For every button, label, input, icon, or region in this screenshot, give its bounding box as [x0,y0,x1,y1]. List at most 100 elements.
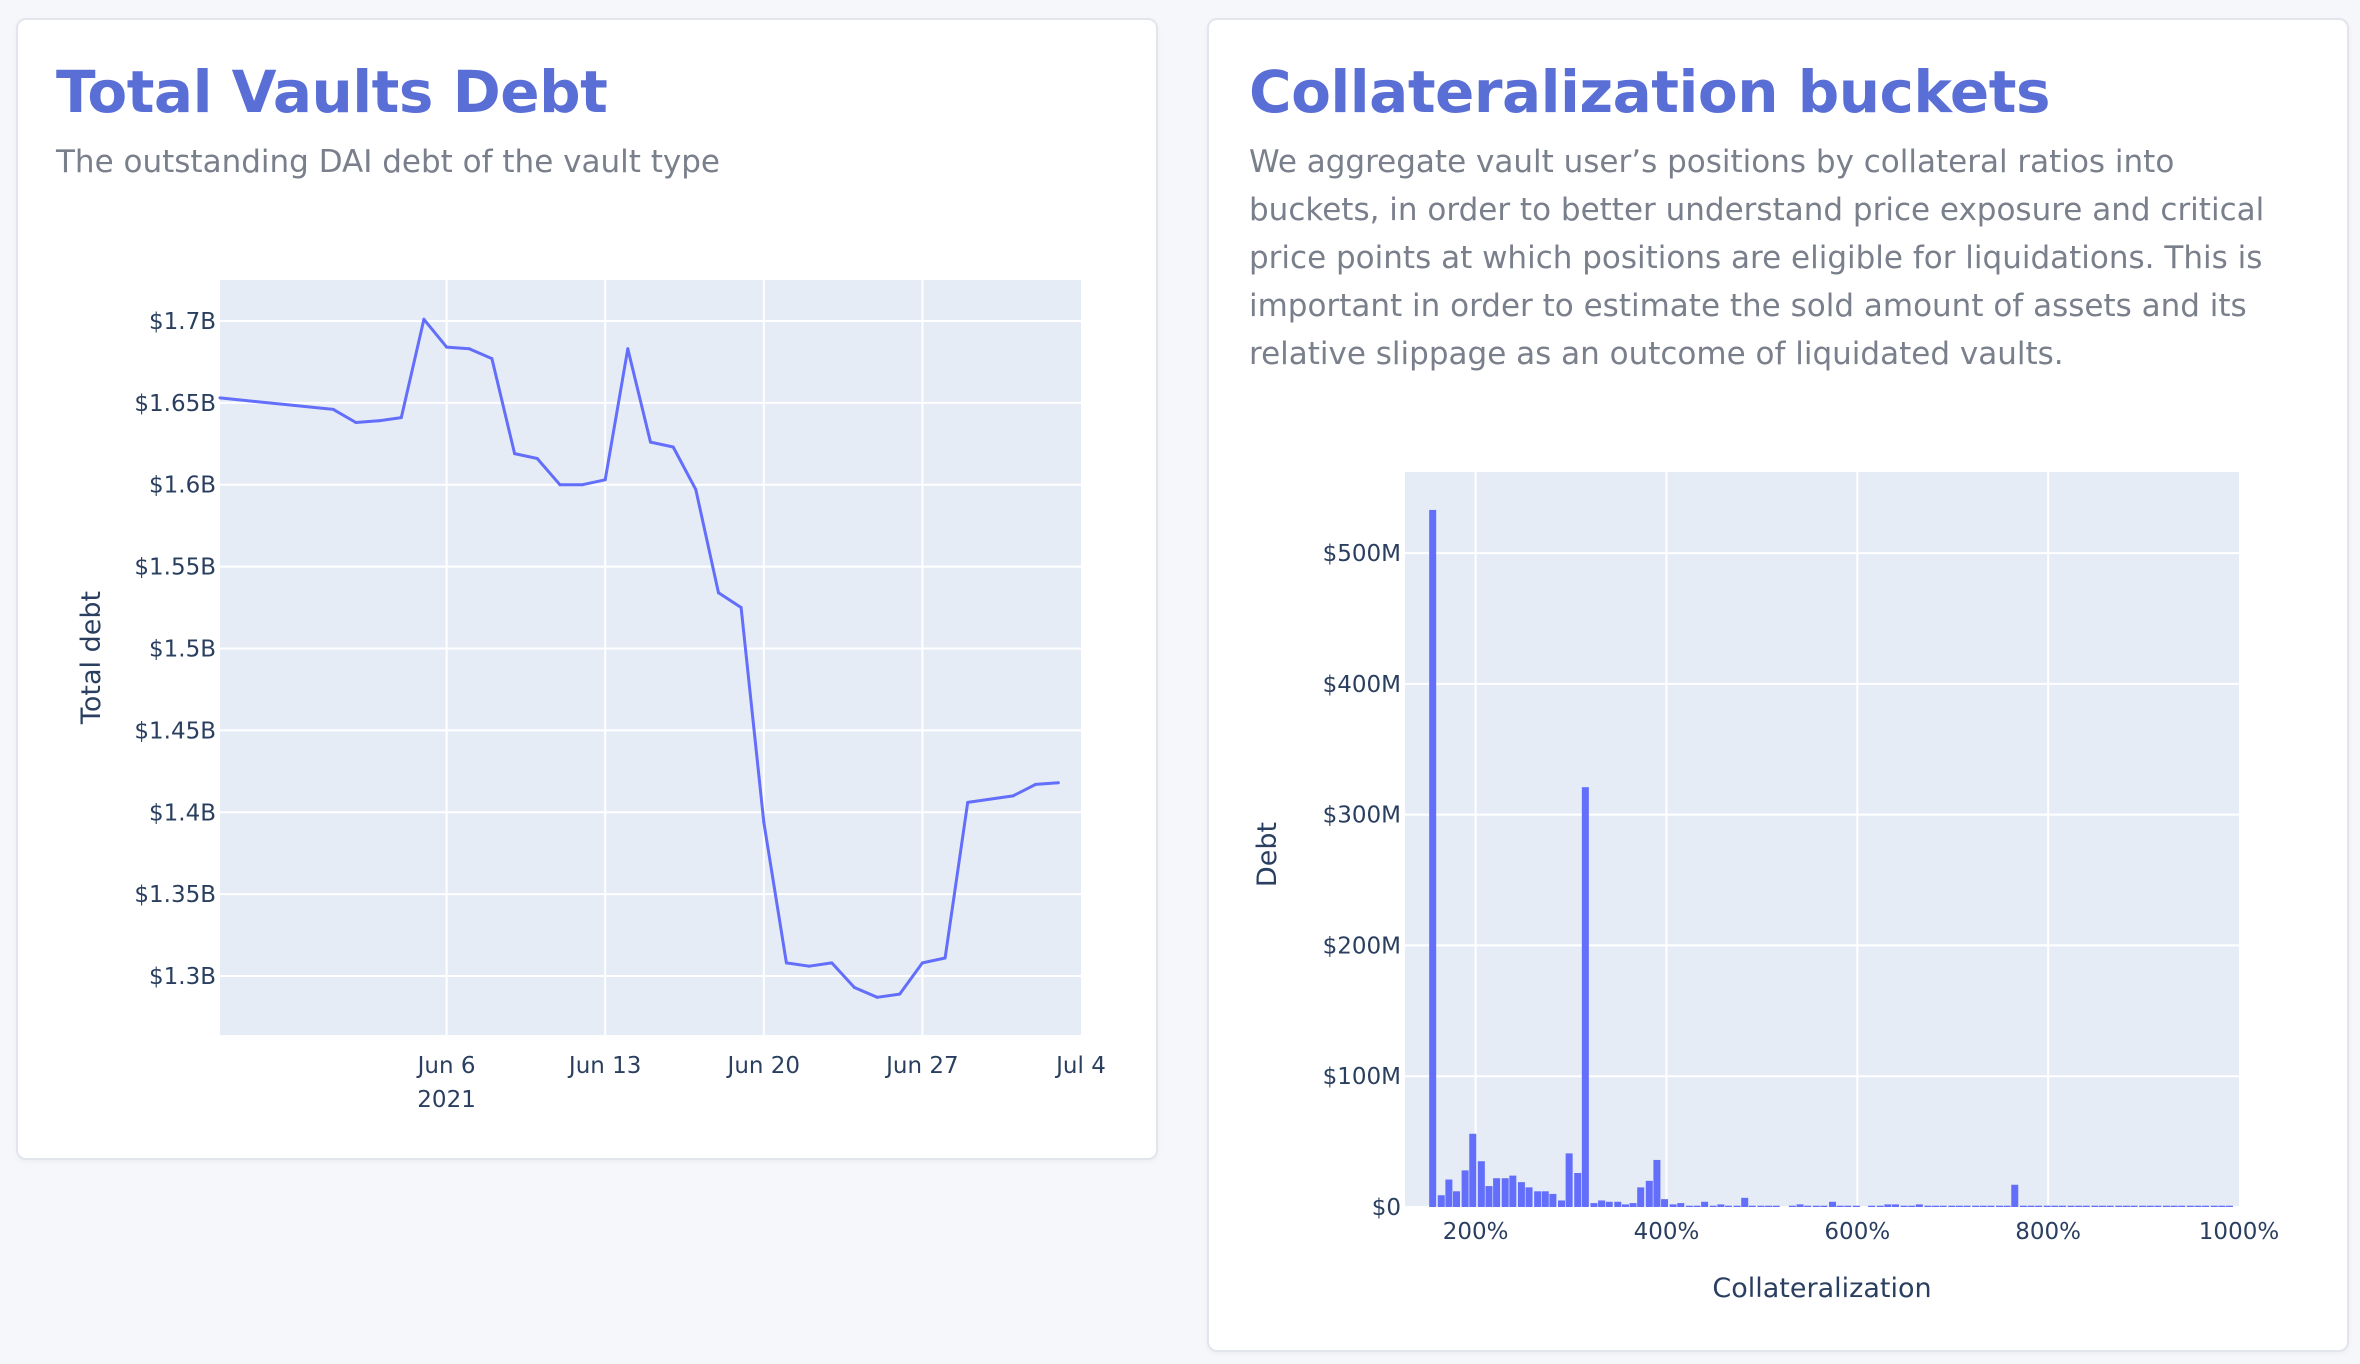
x-tick-label: Jun 13 [567,1053,642,1079]
bar [1453,1191,1461,1207]
data-point [1011,794,1015,798]
bar [2058,1205,2066,1207]
bar [2186,1205,2194,1207]
data-point [467,347,471,351]
bar [1669,1204,1677,1207]
x-tick-label: 200% [1443,1219,1509,1245]
bar [1437,1195,1445,1207]
bar [1637,1187,1645,1207]
bar [2027,1205,2035,1207]
x-tick-label: Jun 6 [416,1053,476,1079]
bar [1493,1178,1501,1207]
bar [1987,1205,1995,1207]
bar [1709,1205,1717,1207]
bar [1677,1203,1685,1207]
bar [1598,1200,1606,1207]
x-tick-label: Jun 20 [726,1053,801,1079]
y-tick-label: $1.4B [149,800,216,826]
bar [1461,1170,1469,1207]
y-tick-label: $1.45B [134,718,216,744]
bar [2178,1205,2186,1207]
bar [1884,1204,1892,1207]
bar [1653,1159,1661,1207]
data-point [603,478,607,482]
bar [1868,1205,1876,1207]
data-point [399,416,403,420]
bar [1733,1205,1741,1207]
bar [1469,1133,1477,1207]
bar [1717,1204,1725,1207]
data-point [716,591,720,595]
bar [2115,1205,2123,1207]
data-point [331,407,335,411]
bar [1445,1179,1453,1207]
bar [1429,509,1437,1208]
bar [2202,1205,2210,1207]
y-tick-label: $0 [1372,1195,1401,1221]
bar [1534,1191,1542,1207]
data-point [1056,781,1060,785]
bar [2146,1205,2154,1207]
data-point [513,452,517,456]
bar [2154,1205,2162,1207]
bar [1972,1205,1980,1207]
collateralization-buckets-card: Collateralization buckets We aggregate v… [1207,18,2349,1352]
card-description: We aggregate vault user’s positions by c… [1249,144,2265,372]
x-tick-label: 1000% [2199,1219,2279,1245]
data-point [807,964,811,968]
bar [1517,1182,1525,1207]
bar [1701,1201,1709,1207]
bar [2067,1205,2075,1207]
data-point [920,961,924,965]
data-point [558,483,562,487]
x-tick-label: Jul 4 [1054,1053,1106,1079]
bar [1804,1205,1812,1207]
collateralization-bar-chart[interactable]: $0 $100M $200M $300M $400M $500M 200% 400% 600% 8… [1209,20,2349,1350]
bar [1963,1205,1971,1207]
card-description: The outstanding DAI debt of the vault ty… [56,144,720,180]
data-point [445,345,449,349]
x-tick-label: 800% [2015,1219,2081,1245]
data-point [535,457,539,461]
bar [1621,1204,1629,1207]
data-point [762,820,766,824]
bar [1852,1205,1860,1207]
bar [1820,1205,1828,1207]
data-point [490,357,494,361]
bar [1501,1178,1509,1207]
bar [1565,1153,1573,1207]
data-point [218,396,222,400]
x-tick-year-label: 2021 [417,1087,476,1113]
y-tick-label: $200M [1323,933,1401,959]
data-point [875,995,879,999]
data-point [694,488,698,492]
bar [2139,1205,2147,1207]
card-title: Total Vaults Debt [56,58,608,126]
data-point [581,483,585,487]
y-tick-label: $1.55B [134,555,216,581]
bar [2218,1205,2226,1207]
bar [2011,1184,2019,1207]
bar [2210,1205,2218,1207]
data-point [739,606,743,610]
bar [1629,1203,1637,1207]
data-point [626,347,630,351]
bar [1915,1204,1923,1207]
plot-area [220,280,1081,1035]
total-debt-line-chart[interactable]: $1.3B $1.35B $1.4B $1.45B $1.5B $1.55B $1.6B $1… [18,20,1158,1160]
bar [1924,1205,1932,1207]
bar [1757,1205,1765,1207]
bar [1748,1205,1756,1207]
data-point [943,956,947,960]
bar [2091,1205,2099,1207]
bar [2051,1205,2059,1207]
bar [1614,1201,1622,1207]
bar [2130,1205,2138,1207]
bar [1581,787,1589,1207]
data-point [1034,782,1038,786]
bar [1876,1205,1884,1207]
bar [1661,1199,1669,1207]
y-tick-label: $400M [1323,672,1401,698]
bar [1590,1203,1598,1207]
y-tick-label: $500M [1323,541,1401,567]
